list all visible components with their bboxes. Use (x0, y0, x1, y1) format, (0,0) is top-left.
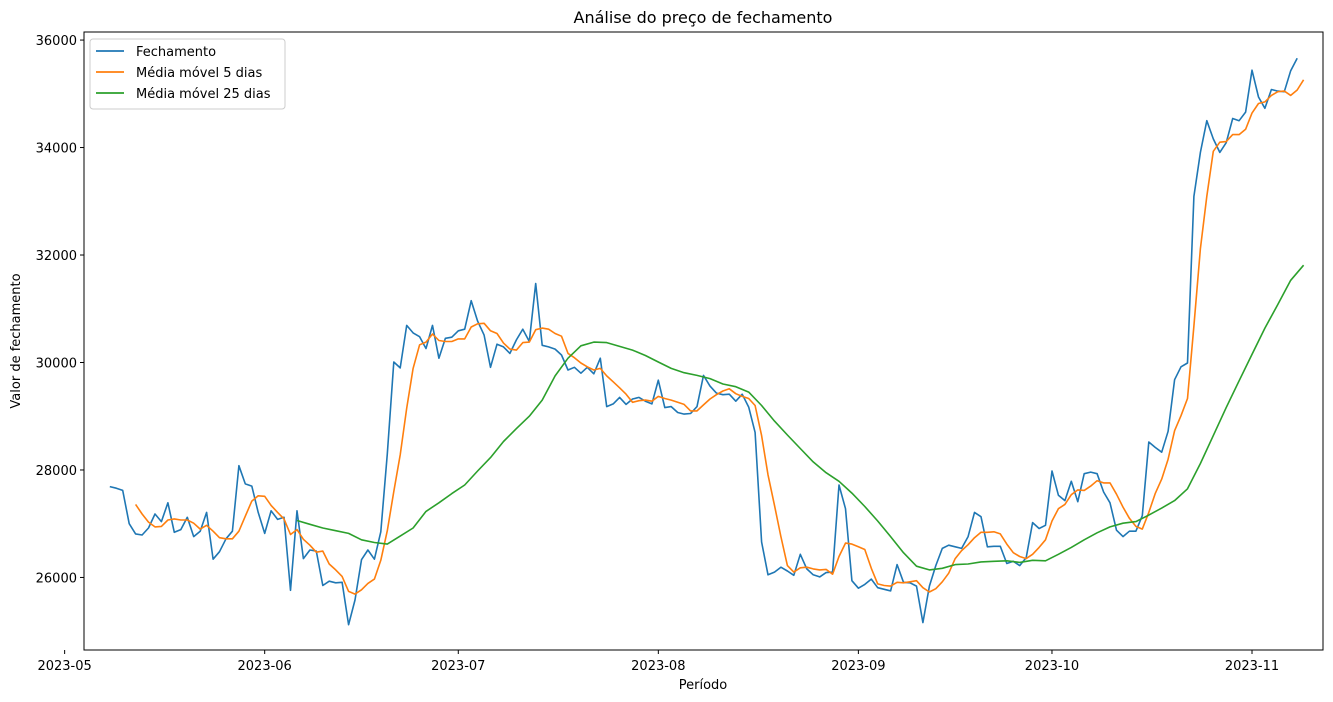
series-line-2 (134, 79, 1305, 595)
series-line-3 (296, 264, 1305, 571)
series-layer (109, 57, 1305, 626)
y-tick-label: 32000 (36, 249, 77, 264)
y-axis: 26000 28000 30000 32000 34000 36000 (36, 34, 84, 586)
y-tick-label: 34000 (36, 142, 77, 157)
y-axis-title: Valor de fechamento (9, 273, 24, 408)
x-tick-label: 2023-11 (1225, 659, 1279, 674)
y-tick-label: 28000 (36, 464, 77, 479)
x-tick-label: 2023-08 (631, 659, 685, 674)
plot-frame (83, 31, 1324, 651)
x-tick-label: 2023-06 (238, 659, 292, 674)
legend: Fechamento Média móvel 5 dias Média móvel … (89, 38, 286, 110)
y-tick-label: 26000 (36, 571, 77, 586)
y-tick-label: 36000 (36, 34, 77, 49)
x-tick-label: 2023-10 (1025, 659, 1079, 674)
legend-label: Fechamento (136, 45, 216, 60)
series-line-1 (109, 57, 1298, 626)
x-axis-title: Período (679, 678, 728, 693)
x-tick-label: 2023-05 (37, 659, 91, 674)
legend-label: Média móvel 25 dias (136, 87, 271, 102)
y-tick-label: 30000 (36, 356, 77, 371)
chart-title: Análise do preço de fechamento (574, 8, 833, 27)
x-tick-label: 2023-07 (431, 659, 485, 674)
x-tick-label: 2023-09 (831, 659, 885, 674)
legend-label: Média móvel 5 dias (136, 66, 262, 81)
legend-box (89, 38, 286, 110)
x-axis: 2023-05 2023-06 2023-07 2023-08 2023-09 2023-… (37, 650, 1279, 674)
